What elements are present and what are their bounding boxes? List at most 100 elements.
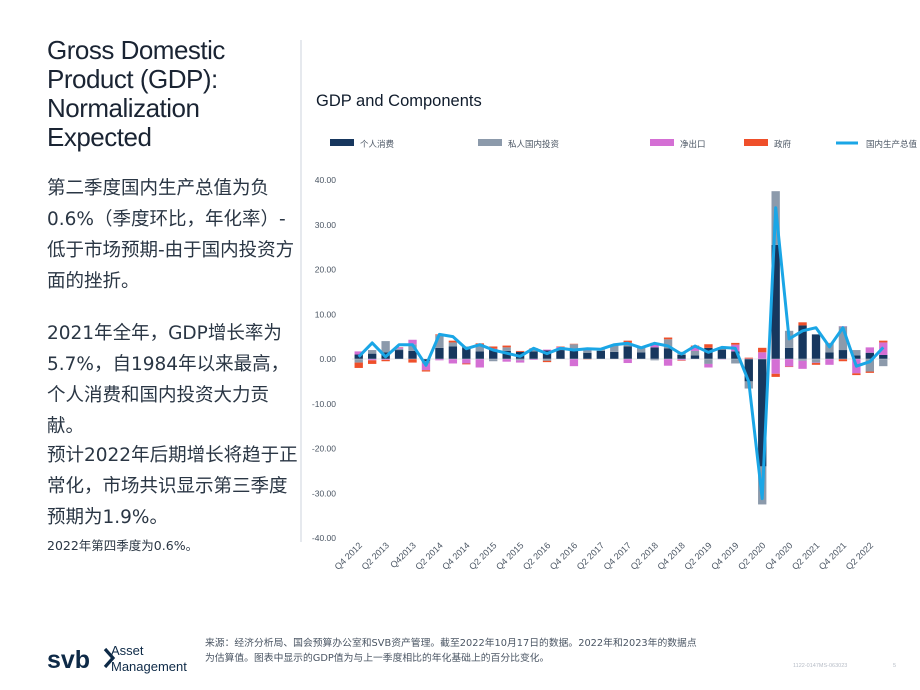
y-tick-label: 20.00 <box>315 265 337 275</box>
bar-segment-consumption <box>610 351 619 359</box>
bar-segment-government <box>771 373 780 377</box>
bar-segment-consumption <box>596 350 605 359</box>
bar-segment-consumption <box>825 352 834 359</box>
bar-segment-government <box>852 373 861 376</box>
bar-segment-consumption <box>502 350 511 359</box>
bar-segment-government <box>879 340 888 343</box>
x-tick-label: Q2 2014 <box>413 540 444 571</box>
bar-segment-investment <box>408 344 417 351</box>
bar-segment-consumption <box>462 347 471 359</box>
legend-swatch-3 <box>744 139 768 146</box>
bar-segment-consumption <box>771 244 780 359</box>
legend-label-4: 国内生产总值 <box>866 139 918 150</box>
bar-segment-net_exports <box>408 339 417 345</box>
x-tick-label: Q2 2016 <box>521 540 552 571</box>
bar-segment-net_exports <box>542 349 552 351</box>
x-tick-label: Q4 2012 <box>333 540 364 571</box>
vertical-divider <box>300 40 302 542</box>
bar-segment-consumption <box>529 351 538 359</box>
bar-segment-government <box>758 347 767 353</box>
bar-segment-investment <box>475 345 484 352</box>
bar-segment-consumption <box>731 351 740 359</box>
bar-segment-government <box>542 360 552 363</box>
bar-segment-net_exports <box>368 359 377 361</box>
x-tick-label: Q4 2016 <box>548 540 579 571</box>
bar-segment-net_exports <box>462 359 471 364</box>
x-tick-label: Q4 2017 <box>602 540 633 571</box>
y-tick-label: -30.00 <box>312 488 336 498</box>
legend-label-1: 私人国内投资 <box>508 139 560 150</box>
bar-segment-consumption <box>435 347 444 359</box>
legend-label-2: 净出口 <box>680 139 706 150</box>
bar-segment-investment <box>650 359 659 361</box>
bar-segment-government <box>811 363 821 365</box>
bar-segment-net_exports <box>515 360 525 363</box>
bar-segment-net_exports <box>529 359 538 360</box>
bar-segment-net_exports <box>435 359 444 361</box>
bar-segment-investment <box>838 326 848 351</box>
bar-segment-consumption <box>650 347 659 359</box>
bar-segment-investment <box>368 350 377 354</box>
bar-segment-government <box>368 360 377 364</box>
bar-segment-investment <box>852 350 861 356</box>
bar-segment-net_exports <box>677 359 686 361</box>
bar-segment-net_exports <box>650 344 659 348</box>
x-tick-label: Q4 2015 <box>494 540 525 571</box>
bar-segment-government <box>408 359 417 363</box>
bar-segment-consumption <box>394 350 404 359</box>
svb-logo: svb Asset Management <box>47 643 187 674</box>
bar-segment-net_exports <box>381 359 390 360</box>
bar-segment-consumption <box>408 350 417 359</box>
bar-segment-net_exports <box>475 359 484 368</box>
bar-segment-investment <box>502 347 511 351</box>
x-tick-label: Q4 2018 <box>655 540 686 571</box>
source-note: 来源：经济分析局、国会预算办公室和SVB资产管理。截至2022年10月17日的数… <box>205 638 697 664</box>
x-tick-label: Q2 2022 <box>844 540 875 571</box>
bar-segment-investment <box>542 359 552 361</box>
y-tick-label: -40.00 <box>312 533 336 543</box>
bar-segment-government <box>838 359 848 362</box>
bar-segment-government <box>421 370 431 372</box>
bar-segment-government <box>448 340 458 343</box>
bar-segment-net_exports <box>623 359 632 364</box>
bar-segment-government <box>731 342 740 345</box>
bar-segment-net_exports <box>771 359 780 374</box>
x-tick-label: Q4 2014 <box>440 540 471 571</box>
y-tick-label: 10.00 <box>315 309 337 319</box>
paragraph-outlook: 预计2022年后期增长将趋于正常化，市场共识显示第三季度预期为1.9%。 <box>47 445 298 528</box>
page-title-line-3: Normalization <box>47 93 200 123</box>
bar-segment-investment <box>394 348 404 351</box>
bar-segment-investment <box>448 342 458 347</box>
bar-segment-consumption <box>623 346 632 359</box>
bar-segment-net_exports <box>690 347 700 351</box>
bar-segment-government <box>489 346 498 349</box>
x-tick-label: Q4 2021 <box>817 540 848 571</box>
legend-swatch-0 <box>330 139 354 146</box>
bar-segment-consumption <box>556 350 565 359</box>
bar-segment-investment <box>811 359 821 363</box>
x-tick-label: Q2 2018 <box>629 540 660 571</box>
legend-label-0: 个人消费 <box>360 139 395 150</box>
y-tick-label: -10.00 <box>312 399 336 409</box>
logo-line-2: Management <box>111 659 187 674</box>
y-tick-label: 40.00 <box>315 175 337 185</box>
bar-segment-net_exports <box>354 351 363 355</box>
bar-segment-government <box>704 344 713 348</box>
paragraph-q4-note: 2022年第四季度为0.6%。 <box>47 538 199 553</box>
logo-chevron-icon <box>103 647 116 669</box>
bar-segment-consumption <box>758 359 767 467</box>
y-tick-label: 30.00 <box>315 220 337 230</box>
bar-segment-investment <box>865 359 874 372</box>
x-tick-label: Q2 2013 <box>360 540 391 571</box>
bar-segment-investment <box>731 359 740 364</box>
bar-segment-consumption <box>717 349 727 359</box>
bar-segment-government <box>354 362 363 368</box>
bar-segment-government <box>381 359 390 362</box>
y-tick-label: 0.00 <box>319 354 336 364</box>
paragraph-q2-gdp: 第二季度国内生产总值为负0.6%（季度环比，年化率）-低于市场预期-由于国内投资… <box>47 178 295 292</box>
bar-segment-investment <box>529 349 538 352</box>
bar-segment-net_exports <box>798 360 807 369</box>
bar-segment-consumption <box>798 325 807 359</box>
bar-segment-consumption <box>690 355 700 359</box>
bar-segment-net_exports <box>421 363 431 371</box>
